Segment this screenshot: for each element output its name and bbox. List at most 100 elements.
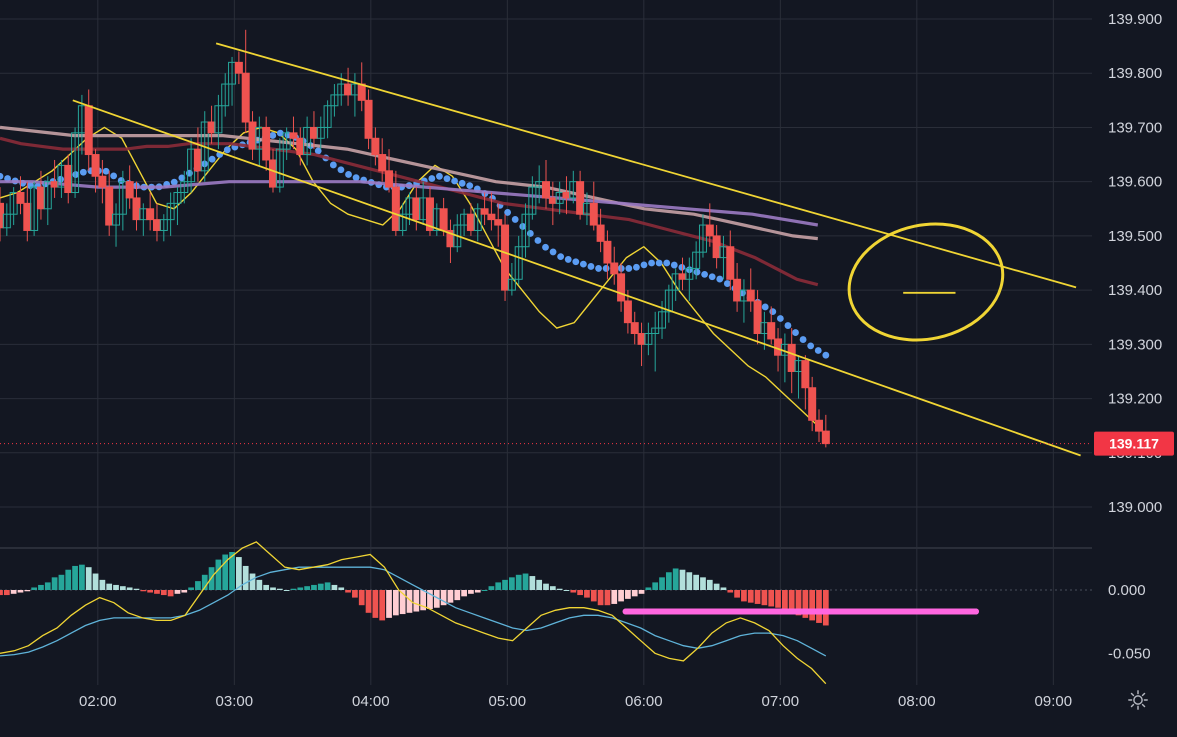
candle-body bbox=[576, 181, 585, 215]
trendline bbox=[215, 42, 1077, 289]
macd-histogram-bar bbox=[788, 590, 795, 613]
psar-dot bbox=[428, 175, 436, 182]
macd-histogram-bar bbox=[174, 590, 181, 594]
macd-histogram-bar bbox=[700, 577, 706, 590]
macd-histogram-bar bbox=[3, 590, 10, 596]
macd-histogram-bar bbox=[502, 579, 508, 590]
psar-dot bbox=[458, 179, 466, 187]
macd-histogram-bar bbox=[645, 587, 652, 590]
macd-histogram-bar bbox=[222, 554, 229, 590]
psar-dot bbox=[761, 303, 769, 311]
circle-annotation bbox=[847, 222, 1005, 342]
macd-histogram-bar bbox=[113, 584, 119, 590]
macd-histogram-bar bbox=[160, 590, 167, 596]
psar-dot bbox=[640, 261, 648, 269]
psar-dot bbox=[526, 230, 534, 237]
candle-body bbox=[303, 126, 312, 156]
candle-body bbox=[43, 181, 52, 210]
macd-histogram-bar bbox=[92, 573, 99, 590]
candle-body bbox=[705, 224, 714, 237]
macd-histogram-bar bbox=[577, 590, 583, 596]
price-tick-label: 139.200 bbox=[1108, 391, 1162, 408]
macd-histogram-bar bbox=[461, 590, 467, 597]
psar-dot bbox=[276, 129, 284, 137]
psar-dot bbox=[178, 174, 186, 182]
candle-body bbox=[166, 202, 175, 221]
price-tick-label: 139.000 bbox=[1108, 499, 1162, 516]
candle-body bbox=[91, 154, 100, 177]
psar-dot bbox=[822, 351, 830, 359]
macd-histogram-bar bbox=[590, 590, 597, 602]
psar-dot bbox=[557, 253, 565, 260]
psar-dot bbox=[579, 260, 587, 268]
candle-body bbox=[193, 148, 202, 172]
macd-histogram-bar bbox=[816, 590, 822, 623]
macd-histogram-bar bbox=[324, 582, 331, 590]
psar-dot bbox=[807, 342, 815, 350]
candle-body bbox=[344, 83, 353, 96]
psar-dot bbox=[648, 259, 655, 267]
candle-body bbox=[542, 181, 550, 199]
candle-body bbox=[698, 224, 707, 253]
macd-pane bbox=[0, 541, 979, 685]
macd-histogram-bar bbox=[795, 590, 802, 616]
gear-icon bbox=[1128, 690, 1148, 710]
psar-dot bbox=[542, 243, 549, 251]
macd-histogram-bar bbox=[51, 577, 58, 590]
candle-body bbox=[180, 181, 189, 194]
time-tick-label: 03:00 bbox=[216, 693, 254, 710]
candle-body bbox=[637, 333, 646, 345]
macd-histogram-bar bbox=[338, 587, 345, 590]
candle-body bbox=[658, 311, 667, 329]
candle-body bbox=[746, 289, 755, 302]
psar-dot bbox=[72, 171, 80, 178]
macd-histogram-bar bbox=[263, 584, 270, 590]
psar-dot bbox=[329, 161, 337, 169]
macd-histogram-bar bbox=[358, 590, 365, 606]
macd-histogram-bar bbox=[420, 590, 427, 611]
macd-histogram-bar bbox=[72, 565, 78, 590]
macd-histogram-bar bbox=[379, 590, 386, 621]
macd-histogram-bar bbox=[126, 587, 133, 590]
psar-dot bbox=[534, 237, 542, 244]
macd-histogram-bar bbox=[433, 590, 440, 608]
macd-histogram-bar bbox=[488, 586, 495, 590]
candle-body bbox=[323, 105, 332, 128]
macd-histogram-bar bbox=[563, 590, 570, 591]
macd-histogram-bar bbox=[304, 586, 310, 590]
macd-histogram-bar bbox=[536, 579, 543, 590]
macd-histogram-bar bbox=[741, 590, 747, 602]
candle-body bbox=[801, 360, 810, 389]
settings-button[interactable] bbox=[1124, 686, 1152, 714]
candle-body bbox=[548, 197, 557, 204]
price-tick-label: 139.700 bbox=[1108, 119, 1162, 136]
macd-histogram-bar bbox=[256, 579, 263, 590]
price-tick-label: 139.900 bbox=[1108, 11, 1162, 28]
macd-histogram-bar bbox=[570, 590, 577, 593]
macd-histogram-bar bbox=[625, 590, 631, 599]
macd-histogram-bar bbox=[242, 565, 249, 590]
psar-dot bbox=[110, 172, 118, 180]
candle-body bbox=[309, 126, 318, 139]
macd-histogram-bar bbox=[0, 590, 3, 596]
macd-histogram-bar bbox=[38, 584, 44, 590]
candle-body bbox=[207, 121, 216, 134]
macd-histogram-bar bbox=[413, 590, 420, 612]
candle-body bbox=[378, 154, 387, 172]
candle-body bbox=[671, 273, 680, 291]
macd-histogram-bar bbox=[802, 590, 809, 618]
psar-dot bbox=[799, 336, 807, 343]
psar-dot bbox=[451, 177, 458, 185]
macd-histogram-bar bbox=[768, 590, 775, 607]
macd-histogram-bar bbox=[652, 582, 659, 590]
candle-body bbox=[494, 219, 503, 226]
macd-histogram-bar bbox=[693, 574, 700, 590]
macd-histogram-bar bbox=[706, 579, 713, 590]
candle-body bbox=[71, 132, 80, 194]
candle-body bbox=[507, 278, 516, 291]
psar-dot bbox=[0, 172, 4, 180]
psar-dot bbox=[466, 182, 474, 190]
macd-histogram-bar bbox=[229, 552, 235, 590]
macd-histogram-bar bbox=[352, 590, 358, 598]
